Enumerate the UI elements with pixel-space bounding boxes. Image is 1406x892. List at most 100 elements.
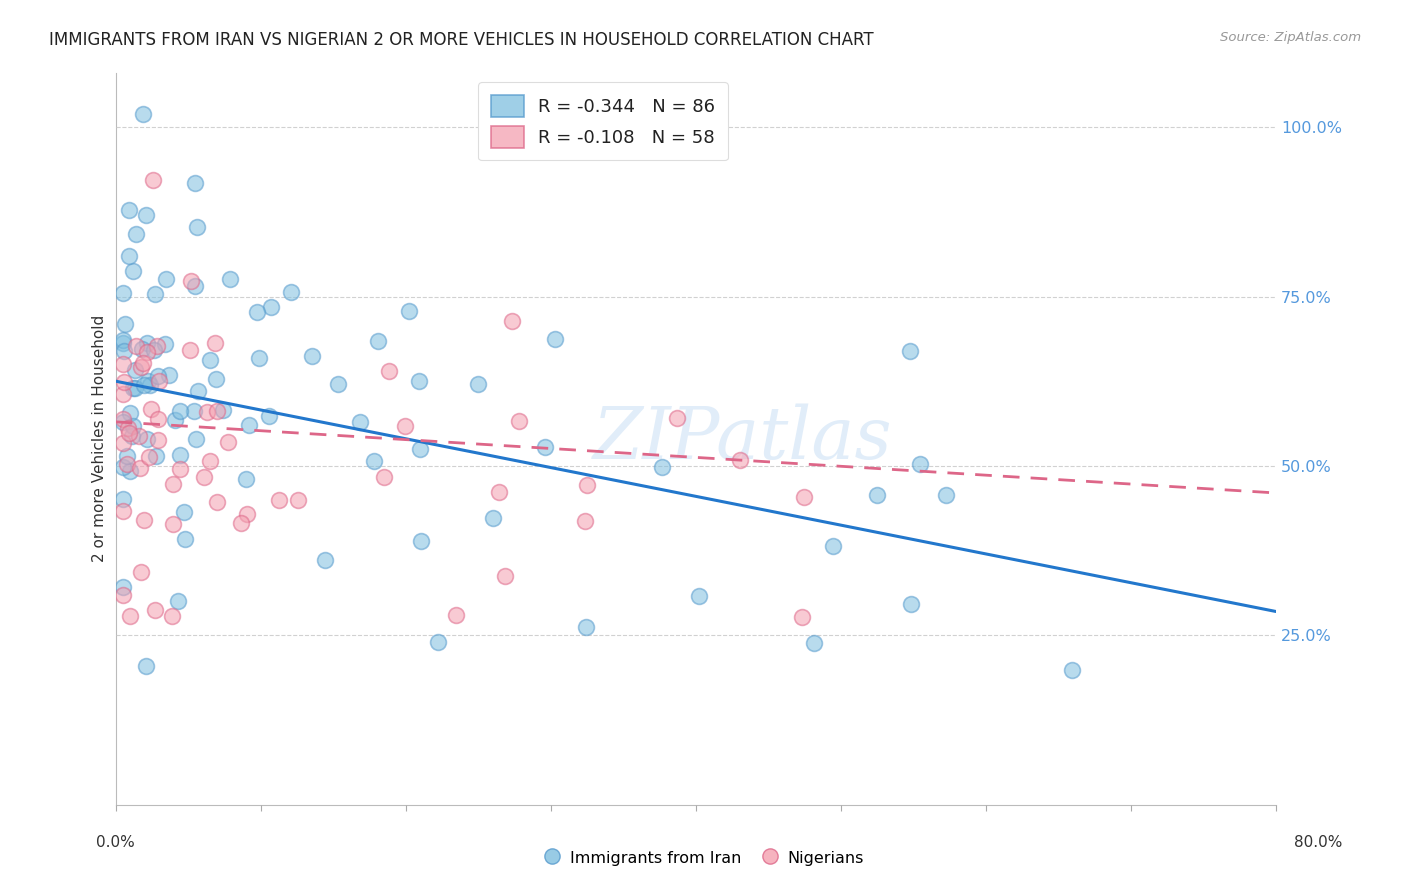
Point: [111, 588, 134, 602]
Text: 0.0%: 0.0%: [96, 836, 135, 850]
Point: [575, 620, 598, 634]
Point: [148, 374, 170, 388]
Point: [910, 457, 932, 471]
Point: [124, 381, 146, 395]
Point: [533, 440, 555, 454]
Point: [394, 418, 416, 433]
Point: [160, 609, 183, 624]
Point: [373, 470, 395, 484]
Point: [111, 459, 134, 474]
Point: [120, 464, 142, 478]
Point: [235, 472, 257, 486]
Point: [207, 495, 229, 509]
Point: [198, 353, 221, 368]
Point: [301, 349, 323, 363]
Point: [125, 227, 148, 241]
Point: [574, 514, 596, 528]
Point: [128, 461, 150, 475]
Point: [408, 374, 430, 388]
Point: [246, 305, 269, 319]
Point: [236, 507, 259, 521]
Point: [112, 344, 135, 359]
Point: [287, 493, 309, 508]
Point: [1060, 663, 1083, 677]
Point: [193, 470, 215, 484]
Point: [169, 462, 191, 476]
Point: [349, 415, 371, 429]
Point: [142, 172, 165, 186]
Point: [136, 432, 159, 446]
Point: [409, 534, 432, 549]
Point: [666, 411, 689, 425]
Point: [257, 409, 280, 423]
Point: [267, 492, 290, 507]
Legend: R = -0.344   N = 86, R = -0.108   N = 58: R = -0.344 N = 86, R = -0.108 N = 58: [478, 82, 727, 161]
Point: [195, 405, 218, 419]
Point: [180, 274, 202, 288]
Point: [122, 381, 145, 395]
Point: [204, 336, 226, 351]
Point: [165, 413, 187, 427]
Point: [803, 635, 825, 649]
Point: [205, 403, 228, 417]
Point: [128, 429, 150, 443]
Point: [444, 608, 467, 623]
Point: [162, 516, 184, 531]
Point: [179, 343, 201, 357]
Point: [184, 176, 207, 190]
Point: [111, 412, 134, 426]
Point: [211, 403, 233, 417]
Point: [326, 376, 349, 391]
Point: [111, 580, 134, 594]
Point: [314, 552, 336, 566]
Point: [138, 450, 160, 464]
Point: [184, 432, 207, 446]
Point: [120, 406, 142, 420]
Point: [205, 372, 228, 386]
Point: [688, 589, 710, 603]
Text: 80.0%: 80.0%: [1295, 836, 1343, 850]
Point: [111, 336, 134, 351]
Point: [467, 376, 489, 391]
Point: [482, 511, 505, 525]
Point: [219, 272, 242, 286]
Point: [134, 378, 156, 392]
Point: [145, 449, 167, 463]
Point: [501, 314, 523, 328]
Point: [728, 453, 751, 467]
Point: [367, 334, 389, 348]
Point: [173, 505, 195, 519]
Point: [398, 304, 420, 318]
Point: [136, 374, 159, 388]
Point: [118, 609, 141, 624]
Point: [146, 433, 169, 447]
Point: [488, 485, 510, 500]
Point: [231, 516, 253, 531]
Point: [494, 568, 516, 582]
Point: [935, 488, 957, 502]
Point: [823, 539, 845, 553]
Point: [186, 219, 208, 234]
Point: [135, 658, 157, 673]
Point: [129, 565, 152, 579]
Point: [122, 418, 145, 433]
Point: [169, 448, 191, 462]
Point: [898, 344, 921, 359]
Point: [148, 412, 170, 426]
Point: [132, 107, 155, 121]
Point: [124, 363, 146, 377]
Point: [117, 421, 139, 435]
Point: [121, 429, 143, 443]
Point: [111, 491, 134, 506]
Point: [118, 203, 141, 218]
Point: [134, 513, 156, 527]
Point: [508, 414, 530, 428]
Point: [136, 335, 159, 350]
Point: [543, 332, 565, 346]
Point: [162, 477, 184, 491]
Point: [167, 593, 190, 607]
Point: [136, 344, 159, 359]
Point: [112, 376, 135, 390]
Point: [187, 384, 209, 399]
Point: [249, 351, 271, 366]
